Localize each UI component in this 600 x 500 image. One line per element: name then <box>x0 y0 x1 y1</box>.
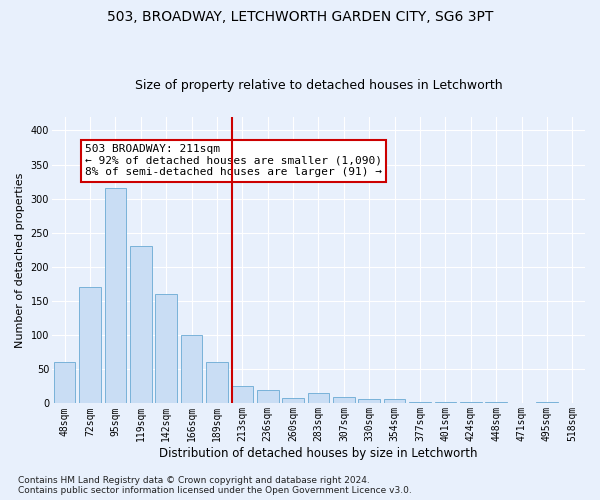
Bar <box>206 362 228 404</box>
Bar <box>54 362 76 404</box>
Bar <box>104 188 126 404</box>
Y-axis label: Number of detached properties: Number of detached properties <box>15 172 25 348</box>
Bar <box>409 402 431 404</box>
Text: 503 BROADWAY: 211sqm
← 92% of detached houses are smaller (1,090)
8% of semi-det: 503 BROADWAY: 211sqm ← 92% of detached h… <box>85 144 382 178</box>
Bar <box>232 386 253 404</box>
Title: Size of property relative to detached houses in Letchworth: Size of property relative to detached ho… <box>134 79 502 92</box>
Bar <box>511 402 532 404</box>
Bar <box>283 398 304 404</box>
Bar <box>460 402 482 404</box>
Text: Contains HM Land Registry data © Crown copyright and database right 2024.
Contai: Contains HM Land Registry data © Crown c… <box>18 476 412 495</box>
Bar <box>434 402 456 404</box>
X-axis label: Distribution of detached houses by size in Letchworth: Distribution of detached houses by size … <box>159 447 478 460</box>
Bar <box>308 393 329 404</box>
Bar <box>562 402 583 404</box>
Bar <box>536 402 558 404</box>
Bar <box>358 398 380 404</box>
Bar <box>384 398 406 404</box>
Bar <box>79 288 101 404</box>
Bar <box>257 390 278 404</box>
Bar <box>155 294 177 404</box>
Bar <box>181 335 202 404</box>
Bar <box>333 396 355 404</box>
Text: 503, BROADWAY, LETCHWORTH GARDEN CITY, SG6 3PT: 503, BROADWAY, LETCHWORTH GARDEN CITY, S… <box>107 10 493 24</box>
Bar <box>485 402 507 404</box>
Bar <box>130 246 152 404</box>
